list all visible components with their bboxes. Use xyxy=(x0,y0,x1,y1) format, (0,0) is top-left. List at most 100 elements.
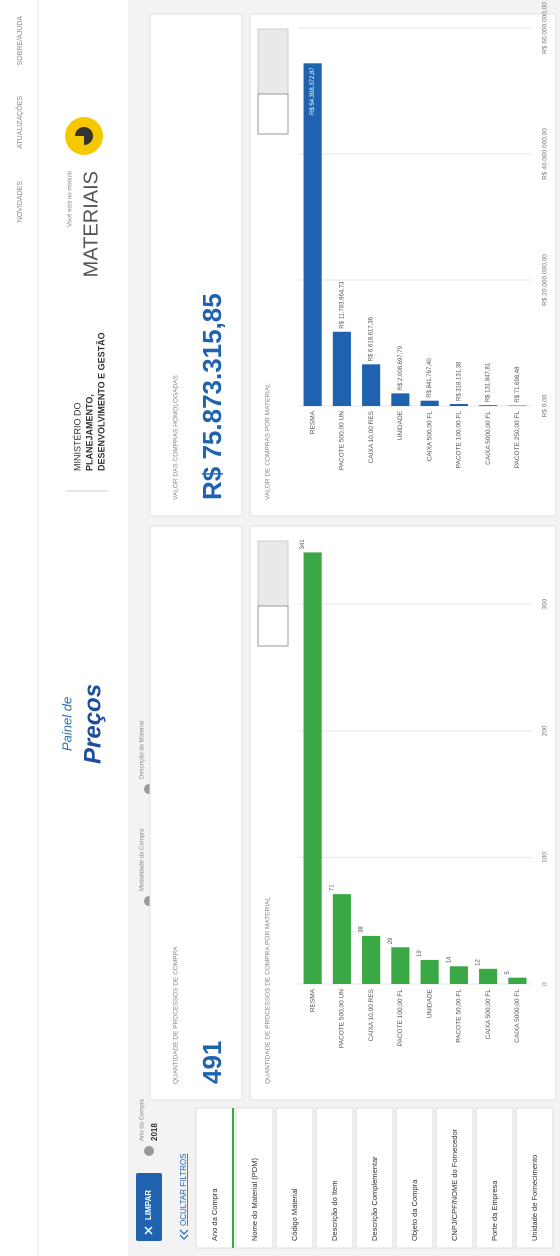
y-tick-label: RESMA xyxy=(309,410,316,434)
x-tick-label: 200 xyxy=(542,725,549,736)
bar xyxy=(332,331,351,406)
chart-card xyxy=(249,525,557,1101)
filter-item-label: Descrição Complementar xyxy=(370,1156,379,1241)
data-label: R$ 6.618.617,36 xyxy=(369,316,375,361)
filter-item[interactable] xyxy=(515,1107,554,1249)
ministry-line: PLANEJAMENTO, xyxy=(84,394,94,471)
chart-scroller-window[interactable] xyxy=(257,93,289,135)
bar xyxy=(391,393,410,406)
clear-label[interactable]: LIMPAR xyxy=(144,1190,153,1220)
x-tick-label: 300 xyxy=(542,598,549,609)
kpi-value: 491 xyxy=(197,1041,227,1084)
clear-button[interactable] xyxy=(136,1173,162,1241)
filter-item-label: Código Material xyxy=(290,1188,299,1241)
filter-item[interactable] xyxy=(275,1107,314,1249)
data-label: 12 xyxy=(476,958,482,965)
data-label: R$ 131.847,81 xyxy=(486,362,492,402)
data-label: 71 xyxy=(329,884,335,891)
chip-icon[interactable] xyxy=(144,1146,154,1156)
bar xyxy=(479,405,498,406)
bar xyxy=(303,63,322,406)
bar xyxy=(449,403,468,406)
data-label: 5 xyxy=(505,971,511,975)
ministry-line: MINISTÉRIO DO xyxy=(72,402,82,471)
y-tick-label: PACOTE 250,00 FL xyxy=(514,411,521,469)
hide-filters[interactable]: OCULTAR FILTROS xyxy=(179,1154,188,1226)
module-caption: Você está no módulo xyxy=(68,170,74,227)
filter-item[interactable] xyxy=(355,1107,394,1249)
y-tick-label: CAIXA 5000,00 FL xyxy=(514,989,521,1043)
data-label: 19 xyxy=(417,950,423,957)
y-tick-label: CAIXA 500,00 FL xyxy=(485,989,492,1040)
bar xyxy=(449,966,468,984)
x-tick-label: R$ 0,00 xyxy=(542,394,549,417)
data-label: R$ 71.698,48 xyxy=(515,366,521,403)
chart-title: QUANTIDADE DE PROCESSOS DE COMPRA POR MA… xyxy=(265,897,272,1084)
x-tick-label: 0 xyxy=(542,982,549,986)
bar xyxy=(332,894,351,984)
filter-item-label: CNPJ/CPF/NOME do Fornecedor xyxy=(450,1128,459,1241)
chip-label: Modalidade da Compra xyxy=(140,828,146,891)
y-tick-label: CAIXA 500,00 FL xyxy=(426,411,433,462)
y-tick-label: UNIDADE xyxy=(426,988,433,1018)
y-tick-label: PACOTE 100,00 FL xyxy=(397,989,404,1047)
y-tick-label: CAIXA 5000,00 FL xyxy=(485,411,492,465)
x-tick-label: R$ 60.000.000,00 xyxy=(542,2,549,54)
chip-label: Descrição do Material xyxy=(140,721,146,779)
ministry-line: DESENVOLVIMENTO E GESTÃO xyxy=(96,332,106,471)
data-label: R$ 54.398.372,87 xyxy=(310,67,316,115)
bar xyxy=(362,935,381,984)
bar xyxy=(303,552,322,984)
data-label: R$ 841.767,40 xyxy=(427,358,433,398)
module-name: MATERIAIS xyxy=(80,171,102,277)
bar xyxy=(420,959,439,984)
data-label: 14 xyxy=(446,956,452,963)
kpi-card xyxy=(149,13,243,517)
y-tick-label: CAIXA 10,00 RES xyxy=(368,410,375,463)
logo-big: Preços xyxy=(79,684,106,764)
data-label: 29 xyxy=(388,937,394,944)
y-tick-label: PACOTE 500,00 UN xyxy=(339,411,346,470)
top-link[interactable]: SOBRE/AJUDA xyxy=(17,16,24,66)
filter-item[interactable] xyxy=(315,1107,354,1249)
x-tick-label: R$ 40.000.000,00 xyxy=(542,128,549,180)
top-link[interactable]: ATUALIZAÇÕES xyxy=(15,96,24,149)
y-tick-label: RESMA xyxy=(309,988,316,1012)
filter-item[interactable] xyxy=(475,1107,514,1249)
filter-item-label: Unidade de Fornecimento xyxy=(530,1155,539,1241)
bar xyxy=(420,400,439,406)
module-icon-inner xyxy=(75,127,93,145)
chart-card xyxy=(249,13,557,517)
header-bar xyxy=(0,0,128,1256)
data-label: R$ 318.131,38 xyxy=(456,361,462,401)
filter-item[interactable] xyxy=(235,1107,274,1249)
filter-item-label: Nome do Material (PDM) xyxy=(250,1158,259,1241)
y-tick-label: PACOTE 100,00 FL xyxy=(456,411,463,469)
hide-icon xyxy=(179,1229,189,1240)
chip-label: Ano da Compra xyxy=(140,1098,146,1141)
data-label: R$ 2.008.697,79 xyxy=(398,345,404,390)
y-tick-label: PACOTE 500,00 UN xyxy=(339,989,346,1048)
x-tick-label: R$ 20.000.000,00 xyxy=(542,254,549,306)
chart-scroller-window[interactable] xyxy=(257,605,289,647)
logo-small: Painel de xyxy=(59,697,74,751)
y-tick-label: PACOTE 50,00 FL xyxy=(456,989,463,1043)
bar xyxy=(362,364,381,406)
kpi-title: VALOR DAS COMPRAS HOMOLOGADAS xyxy=(173,374,180,500)
filter-item-label: Descrição do Item xyxy=(330,1181,339,1241)
filter-item-label: Porte da Empresa xyxy=(490,1180,499,1241)
chart-title: VALOR DE COMPRAS POR MATERIAL xyxy=(265,383,272,500)
bar xyxy=(479,968,498,984)
chip-value: 2018 xyxy=(150,1123,159,1141)
y-tick-label: CAIXA 10,00 RES xyxy=(368,988,375,1041)
filter-item[interactable] xyxy=(395,1107,434,1249)
bar xyxy=(391,947,410,984)
filter-item-label: Ano da Compra xyxy=(210,1188,219,1241)
clear-icon xyxy=(144,1226,153,1235)
filter-item[interactable] xyxy=(435,1107,474,1249)
top-link[interactable]: NOVIDADES xyxy=(17,181,24,223)
data-label: R$ 11.783.964,73 xyxy=(339,281,345,329)
kpi-value: R$ 75.873.315,85 xyxy=(197,293,227,500)
